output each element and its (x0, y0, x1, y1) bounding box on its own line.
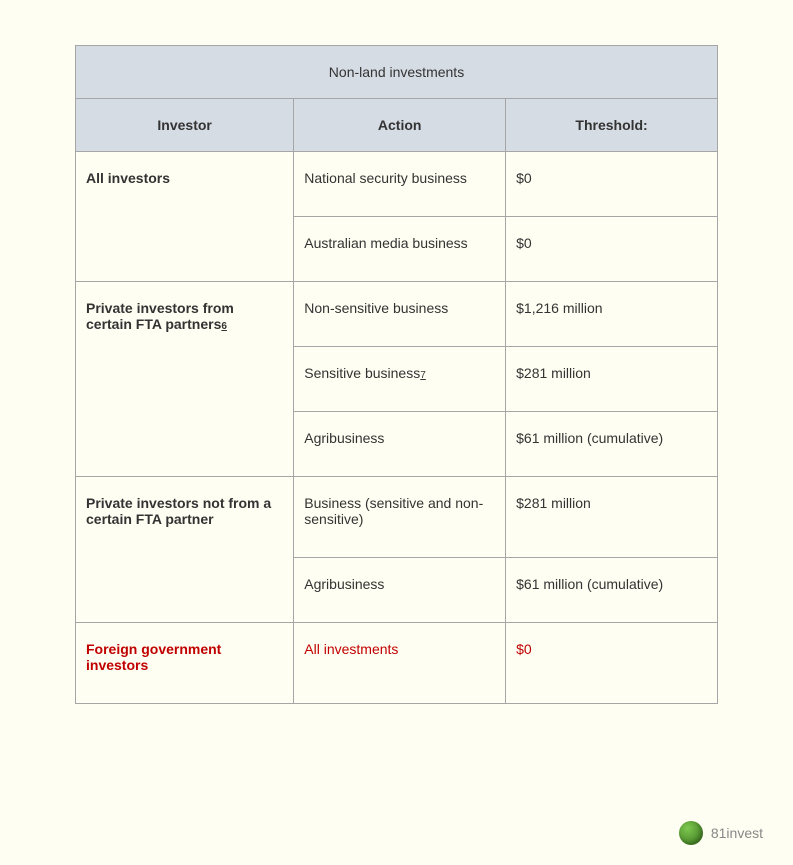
action-cell: Agribusiness (294, 412, 506, 477)
table-row: All investorsNational security business$… (76, 152, 718, 217)
table-row: Private investors from certain FTA partn… (76, 282, 718, 347)
wechat-icon (679, 821, 703, 845)
threshold-cell: $1,216 million (506, 282, 718, 347)
table-title: Non-land investments (76, 46, 718, 99)
action-cell: National security business (294, 152, 506, 217)
investor-cell: Foreign government investors (76, 623, 294, 704)
investment-table: Non-land investments Investor Action Thr… (75, 45, 718, 704)
action-cell: Australian media business (294, 217, 506, 282)
investor-cell: Private investors not from a certain FTA… (76, 477, 294, 623)
action-cell: Non-sensitive business (294, 282, 506, 347)
column-header-investor: Investor (76, 99, 294, 152)
action-cell: Business (sensitive and non-sensitive) (294, 477, 506, 558)
footnote-marker: 6 (221, 321, 227, 332)
footnote-marker: 7 (420, 370, 426, 381)
threshold-cell: $61 million (cumulative) (506, 558, 718, 623)
threshold-cell: $281 million (506, 477, 718, 558)
column-header-action: Action (294, 99, 506, 152)
action-cell: Sensitive business7 (294, 347, 506, 412)
threshold-cell: $281 million (506, 347, 718, 412)
threshold-cell: $61 million (cumulative) (506, 412, 718, 477)
watermark-text: 81invest (711, 825, 763, 841)
investor-cell: All investors (76, 152, 294, 282)
action-cell: Agribusiness (294, 558, 506, 623)
threshold-cell: $0 (506, 152, 718, 217)
table-row: Foreign government investorsAll investme… (76, 623, 718, 704)
threshold-cell: $0 (506, 623, 718, 704)
investor-cell: Private investors from certain FTA partn… (76, 282, 294, 477)
threshold-cell: $0 (506, 217, 718, 282)
table-row: Private investors not from a certain FTA… (76, 477, 718, 558)
action-cell: All investments (294, 623, 506, 704)
column-header-threshold: Threshold: (506, 99, 718, 152)
watermark: 81invest (679, 821, 763, 845)
